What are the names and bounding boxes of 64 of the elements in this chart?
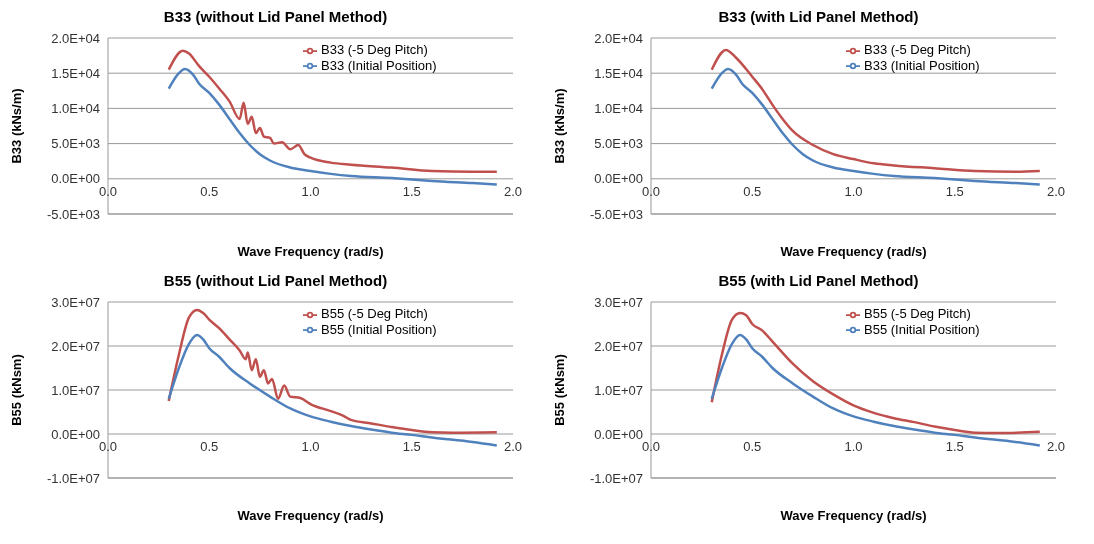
y-tick-label: -1.0E+07	[46, 470, 100, 486]
y-tick-label: 1.0E+04	[594, 101, 643, 117]
y-tick-label: 2.0E+04	[51, 30, 100, 46]
y-axis-title: B55 (kNsm)	[551, 354, 567, 426]
y-tick-label: 3.0E+07	[594, 294, 643, 310]
line-series	[710, 311, 1042, 435]
y-tick-label: -1.0E+07	[589, 470, 643, 486]
x-tick-label: 1.0	[844, 439, 863, 455]
x-tick-label: 0.0	[641, 439, 661, 455]
x-tick-label: 0.5	[200, 439, 219, 455]
y-tick-label: 2.0E+07	[594, 338, 643, 354]
x-tick-label: 2.0	[503, 184, 523, 200]
y-tick-label: 3.0E+07	[51, 294, 100, 310]
legend-label: B55 (-5 Deg Pitch)	[321, 306, 428, 321]
chart-title: B55 (with Lid Panel Method)	[717, 272, 920, 291]
legend-label: B33 (-5 Deg Pitch)	[864, 42, 971, 57]
x-tick-label: 0.5	[200, 184, 219, 200]
y-axis-title: B55 (kNsm)	[8, 354, 24, 426]
x-axis-title: Wave Frequency (rad/s)	[237, 508, 384, 523]
chart-title: B33 (with Lid Panel Method)	[717, 8, 920, 27]
x-tick-label: 0.0	[98, 184, 118, 200]
y-tick-label: 1.5E+04	[51, 65, 100, 81]
x-tick-label: 0.5	[743, 439, 762, 455]
x-tick-label: 1.5	[945, 439, 964, 455]
y-tick-label: 2.0E+04	[594, 30, 643, 46]
y-tick-label: 0.0E+00	[51, 171, 100, 187]
y-tick-label: 0.0E+00	[51, 426, 100, 442]
x-tick-label: 1.5	[402, 439, 421, 455]
y-tick-label: 0.0E+00	[594, 426, 643, 442]
y-axis-title: B33 (kNs/m)	[8, 88, 24, 164]
legend-label: B55 (Initial Position)	[864, 321, 980, 337]
y-tick-label: 2.0E+07	[51, 338, 100, 354]
x-tick-label: 0.0	[98, 439, 118, 455]
y-tick-label: 5.0E+03	[594, 136, 643, 152]
legend-label: B33 (Initial Position)	[864, 57, 980, 73]
x-tick-label: 1.0	[301, 439, 320, 455]
y-tick-label: 1.0E+04	[51, 101, 100, 117]
legend-label: B55 (-5 Deg Pitch)	[864, 306, 971, 321]
x-tick-label: 1.0	[844, 184, 863, 200]
x-axis-title: Wave Frequency (rad/s)	[237, 244, 384, 259]
x-axis-title: Wave Frequency (rad/s)	[780, 508, 927, 523]
y-tick-label: 1.0E+07	[51, 382, 100, 398]
y-tick-label: 5.0E+03	[51, 136, 100, 152]
x-tick-label: 0.5	[743, 184, 762, 200]
x-tick-label: 2.0	[1046, 439, 1066, 455]
y-tick-label: 0.0E+00	[594, 171, 643, 187]
y-tick-label: -5.0E+03	[589, 206, 643, 222]
chart-title: B33 (without Lid Panel Method)	[162, 8, 389, 27]
x-tick-label: 1.0	[301, 184, 320, 200]
x-tick-label: 1.5	[402, 184, 421, 200]
x-tick-label: 2.0	[1046, 184, 1066, 200]
x-tick-label: 2.0	[503, 439, 523, 455]
chart-title: B55 (without Lid Panel Method)	[162, 272, 389, 291]
legend-label: B33 (Initial Position)	[321, 57, 437, 73]
y-tick-label: -5.0E+03	[46, 206, 100, 222]
x-tick-label: 1.5	[945, 184, 964, 200]
x-tick-label: 0.0	[641, 184, 661, 200]
x-axis-title: Wave Frequency (rad/s)	[780, 244, 927, 259]
legend-label: B55 (Initial Position)	[321, 321, 437, 337]
y-axis-title: B33 (kNs/m)	[551, 88, 567, 164]
legend-label: B33 (-5 Deg Pitch)	[321, 42, 428, 57]
y-tick-label: 1.5E+04	[594, 65, 643, 81]
y-tick-label: 1.0E+07	[594, 382, 643, 398]
line-series	[167, 308, 499, 434]
